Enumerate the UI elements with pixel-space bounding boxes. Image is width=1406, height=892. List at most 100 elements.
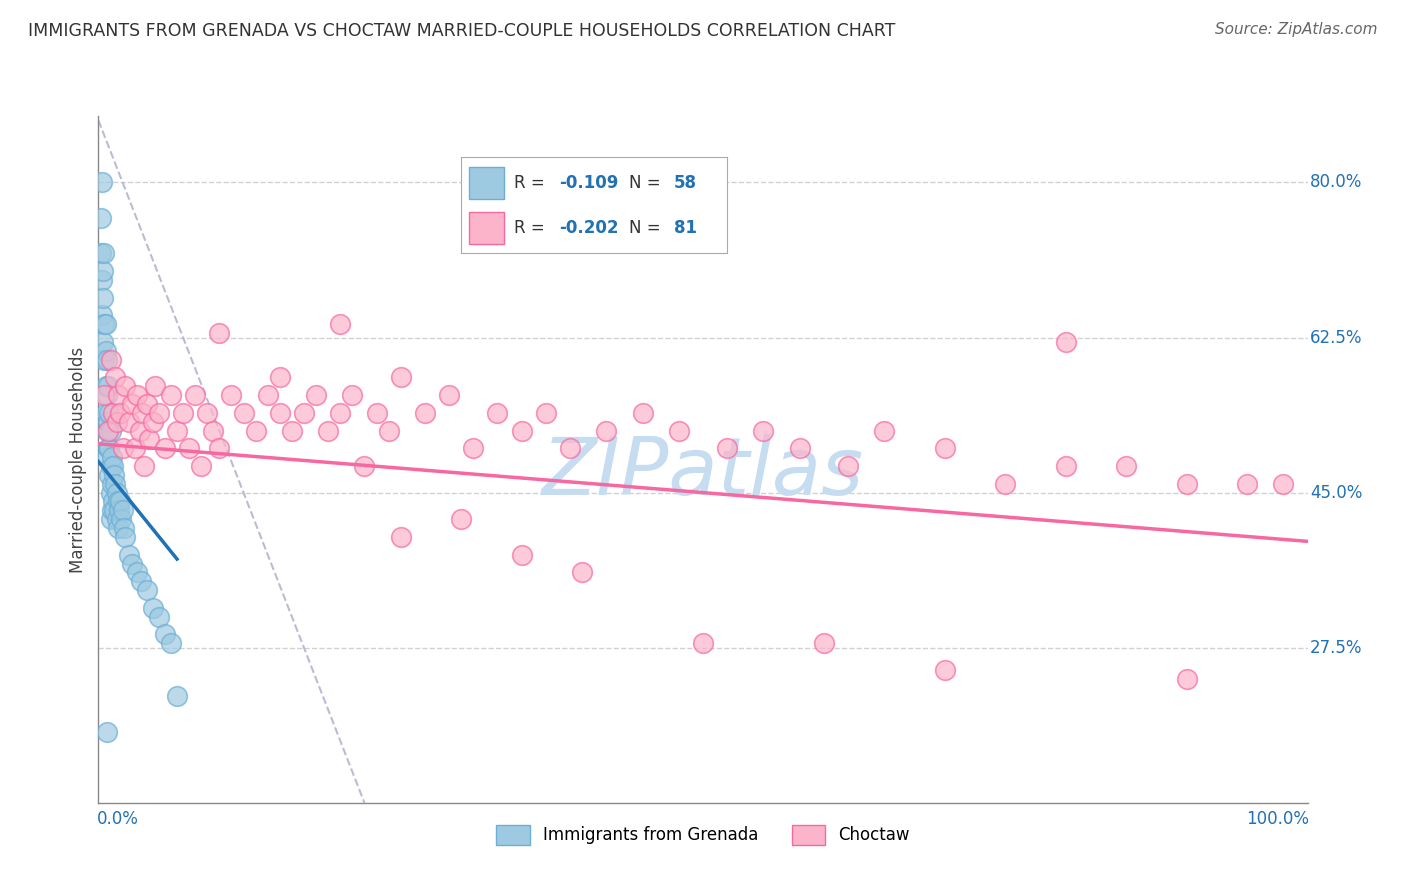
Point	[118, 415, 141, 429]
Point	[202, 424, 225, 438]
Point	[111, 503, 134, 517]
Point	[112, 521, 135, 535]
Point	[668, 424, 690, 438]
Point	[104, 370, 127, 384]
Text: R =: R =	[515, 174, 550, 192]
Point	[316, 424, 339, 438]
Point	[153, 627, 176, 641]
Point	[98, 442, 121, 456]
Point	[1054, 334, 1077, 349]
Point	[107, 388, 129, 402]
Point	[558, 442, 581, 456]
Text: 80.0%: 80.0%	[1310, 173, 1362, 192]
Point	[114, 379, 136, 393]
Point	[172, 406, 194, 420]
Point	[131, 406, 153, 420]
Text: -0.202: -0.202	[560, 219, 619, 237]
Point	[114, 530, 136, 544]
Point	[91, 334, 114, 349]
Point	[93, 388, 115, 402]
Point	[232, 406, 254, 420]
Point	[107, 494, 129, 508]
Point	[94, 317, 117, 331]
Point	[208, 326, 231, 340]
Point	[97, 379, 120, 393]
Point	[128, 424, 150, 438]
Point	[179, 442, 201, 456]
Point	[103, 503, 125, 517]
Point	[105, 485, 128, 500]
Point	[631, 406, 654, 420]
Point	[305, 388, 328, 402]
Point	[135, 397, 157, 411]
Text: 81: 81	[673, 219, 697, 237]
Point	[96, 352, 118, 367]
Point	[1272, 476, 1295, 491]
Point	[281, 424, 304, 438]
Point	[97, 424, 120, 438]
Point	[97, 415, 120, 429]
Point	[91, 273, 114, 287]
Point	[121, 397, 143, 411]
Point	[91, 291, 114, 305]
Point	[94, 406, 117, 420]
Text: 62.5%: 62.5%	[1310, 328, 1362, 346]
Point	[1236, 476, 1258, 491]
Point	[98, 467, 121, 482]
Point	[486, 406, 509, 420]
Point	[97, 442, 120, 456]
Text: 58: 58	[673, 174, 697, 192]
Point	[100, 512, 122, 526]
Point	[100, 458, 122, 473]
Point	[118, 548, 141, 562]
Point	[245, 424, 267, 438]
Point	[93, 246, 115, 260]
Point	[934, 442, 956, 456]
Point	[994, 476, 1017, 491]
Point	[269, 370, 291, 384]
Text: ZIPatlas: ZIPatlas	[541, 434, 865, 512]
Text: N =: N =	[628, 219, 665, 237]
Point	[100, 450, 122, 465]
Text: 0.0%: 0.0%	[97, 810, 139, 828]
Point	[269, 406, 291, 420]
Point	[148, 406, 170, 420]
Point	[166, 424, 188, 438]
Point	[1175, 476, 1198, 491]
Point	[143, 379, 166, 393]
Point	[292, 406, 315, 420]
Point	[142, 415, 165, 429]
Legend: Immigrants from Grenada, Choctaw: Immigrants from Grenada, Choctaw	[488, 817, 918, 853]
Point	[94, 343, 117, 358]
Point	[789, 442, 811, 456]
Point	[692, 636, 714, 650]
Point	[1115, 458, 1137, 473]
Point	[91, 176, 114, 190]
Point	[208, 442, 231, 456]
Point	[103, 467, 125, 482]
Point	[752, 424, 775, 438]
Point	[110, 512, 132, 526]
Point	[96, 388, 118, 402]
Point	[389, 530, 412, 544]
Point	[105, 415, 128, 429]
Point	[93, 317, 115, 331]
Point	[100, 352, 122, 367]
Point	[100, 424, 122, 438]
Text: 100.0%: 100.0%	[1246, 810, 1309, 828]
Point	[413, 406, 436, 420]
Point	[94, 379, 117, 393]
Point	[934, 663, 956, 677]
Point	[127, 388, 149, 402]
Point	[108, 406, 131, 420]
Point	[450, 512, 472, 526]
Point	[111, 442, 134, 456]
Point	[148, 609, 170, 624]
Point	[1175, 672, 1198, 686]
Point	[138, 433, 160, 447]
Point	[93, 352, 115, 367]
Point	[837, 458, 859, 473]
Text: 27.5%: 27.5%	[1310, 639, 1362, 657]
Point	[96, 424, 118, 438]
Point	[873, 424, 896, 438]
